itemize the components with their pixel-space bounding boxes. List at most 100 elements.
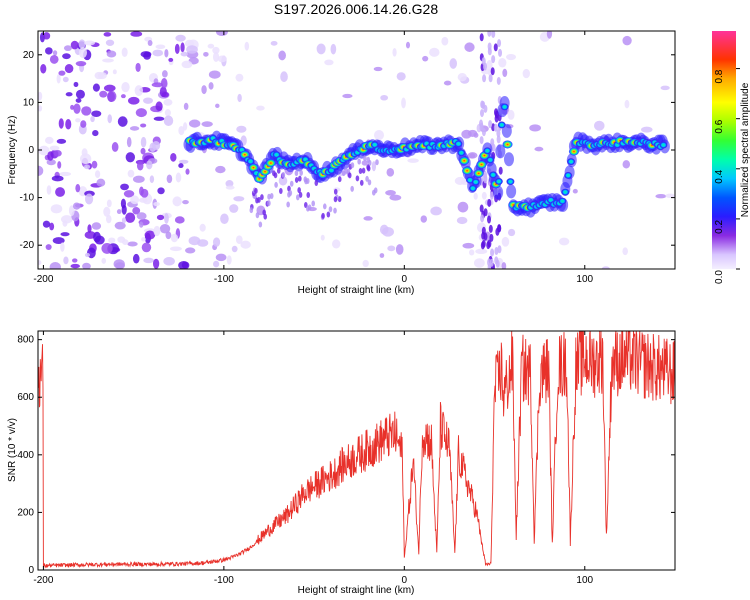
x-tick-label: 0 <box>402 274 408 285</box>
colorbar-tick-label: 0.2 <box>714 220 725 234</box>
noise-blob <box>473 192 478 200</box>
noise-blob <box>72 258 78 263</box>
signal-smear <box>274 181 278 188</box>
noise-blob <box>456 216 468 225</box>
noise-blob <box>430 206 442 216</box>
noise-blob <box>170 233 179 243</box>
noise-blob <box>151 140 161 151</box>
streak-blob <box>493 123 498 132</box>
noise-blob <box>125 152 136 163</box>
signal-halo <box>503 152 514 167</box>
noise-blob <box>136 212 147 220</box>
noise-blob <box>379 253 385 258</box>
signal-blob <box>468 184 477 192</box>
signal-smear <box>254 187 258 194</box>
signal-blob <box>265 159 276 168</box>
noise-blob <box>395 244 404 255</box>
signal-smear <box>337 176 342 183</box>
noise-blob <box>140 136 147 148</box>
noise-blob <box>244 41 250 51</box>
signal-smear <box>314 180 319 187</box>
noise-blob <box>73 103 81 114</box>
streak-blob <box>498 48 503 57</box>
signal-smear <box>333 207 337 214</box>
streak-blob <box>481 239 486 248</box>
noise-blob <box>164 213 169 224</box>
y-tick-label: -20 <box>20 240 35 251</box>
noise-blob <box>108 237 116 243</box>
streak-blob <box>496 135 501 144</box>
noise-blob <box>316 43 326 55</box>
noise-blob <box>80 153 92 164</box>
signal-blob <box>564 171 573 179</box>
noise-blob <box>120 94 126 99</box>
signal-blob <box>471 178 480 186</box>
streak-blob <box>483 208 488 217</box>
streak-blob <box>489 191 494 200</box>
noise-blob <box>147 39 153 46</box>
signal-blob <box>476 160 487 169</box>
noise-blob <box>407 158 419 163</box>
noise-blob <box>166 174 173 184</box>
noise-blob <box>99 90 108 98</box>
streak-blob <box>481 231 486 240</box>
noise-blob <box>129 126 140 131</box>
signal-halo <box>493 185 504 200</box>
noise-blob <box>449 58 458 69</box>
streak-blob <box>488 120 493 129</box>
noise-blob <box>75 98 82 103</box>
noise-blob <box>38 145 50 156</box>
noise-blob <box>203 51 209 57</box>
noise-blob <box>84 40 95 46</box>
noise-blob <box>127 241 138 247</box>
noise-blob <box>56 74 61 84</box>
signal-blob <box>489 171 498 179</box>
noise-blob <box>151 82 164 88</box>
noise-blob <box>126 136 132 148</box>
noise-blob <box>143 97 153 104</box>
noise-blob <box>280 71 288 83</box>
noise-blob <box>215 253 227 262</box>
signal-smear <box>298 191 303 198</box>
noise-blob <box>83 164 91 170</box>
noise-blob <box>396 72 406 81</box>
noise-blob <box>215 103 220 108</box>
noise-blob <box>55 187 66 197</box>
noise-blob <box>63 256 69 265</box>
noise-blob <box>120 183 129 191</box>
noise-blob <box>183 102 189 110</box>
noise-blob <box>139 186 144 196</box>
signal-smear <box>326 211 331 218</box>
noise-blob <box>81 106 92 116</box>
noise-blob <box>522 68 530 79</box>
x-tick-label: 100 <box>576 575 593 586</box>
x-tick-label: -200 <box>33 274 53 285</box>
noise-blob <box>94 170 101 179</box>
noise-blob <box>197 239 209 247</box>
colorbar <box>712 31 736 269</box>
streak-blob <box>482 74 487 83</box>
noise-blob <box>135 62 141 73</box>
streak-blob <box>488 224 493 233</box>
noise-blob <box>473 132 479 138</box>
noise-blob <box>153 202 160 207</box>
noise-blob <box>558 237 570 246</box>
streak-blob <box>479 204 484 213</box>
noise-blob <box>164 49 169 58</box>
signal-smear <box>367 179 372 186</box>
signal-halo <box>506 184 517 199</box>
noise-blob <box>136 161 144 171</box>
noise-blob <box>389 194 402 201</box>
noise-blob <box>215 165 226 174</box>
signal-smear <box>306 192 311 199</box>
noise-blob <box>87 224 92 233</box>
noise-blob <box>82 262 91 269</box>
noise-blob <box>56 138 67 144</box>
signal-smear <box>286 201 290 208</box>
noise-blob <box>188 119 201 128</box>
noise-blob <box>217 55 227 63</box>
noise-blob <box>107 90 117 102</box>
noise-blob <box>59 171 72 177</box>
noise-blob <box>75 60 87 67</box>
